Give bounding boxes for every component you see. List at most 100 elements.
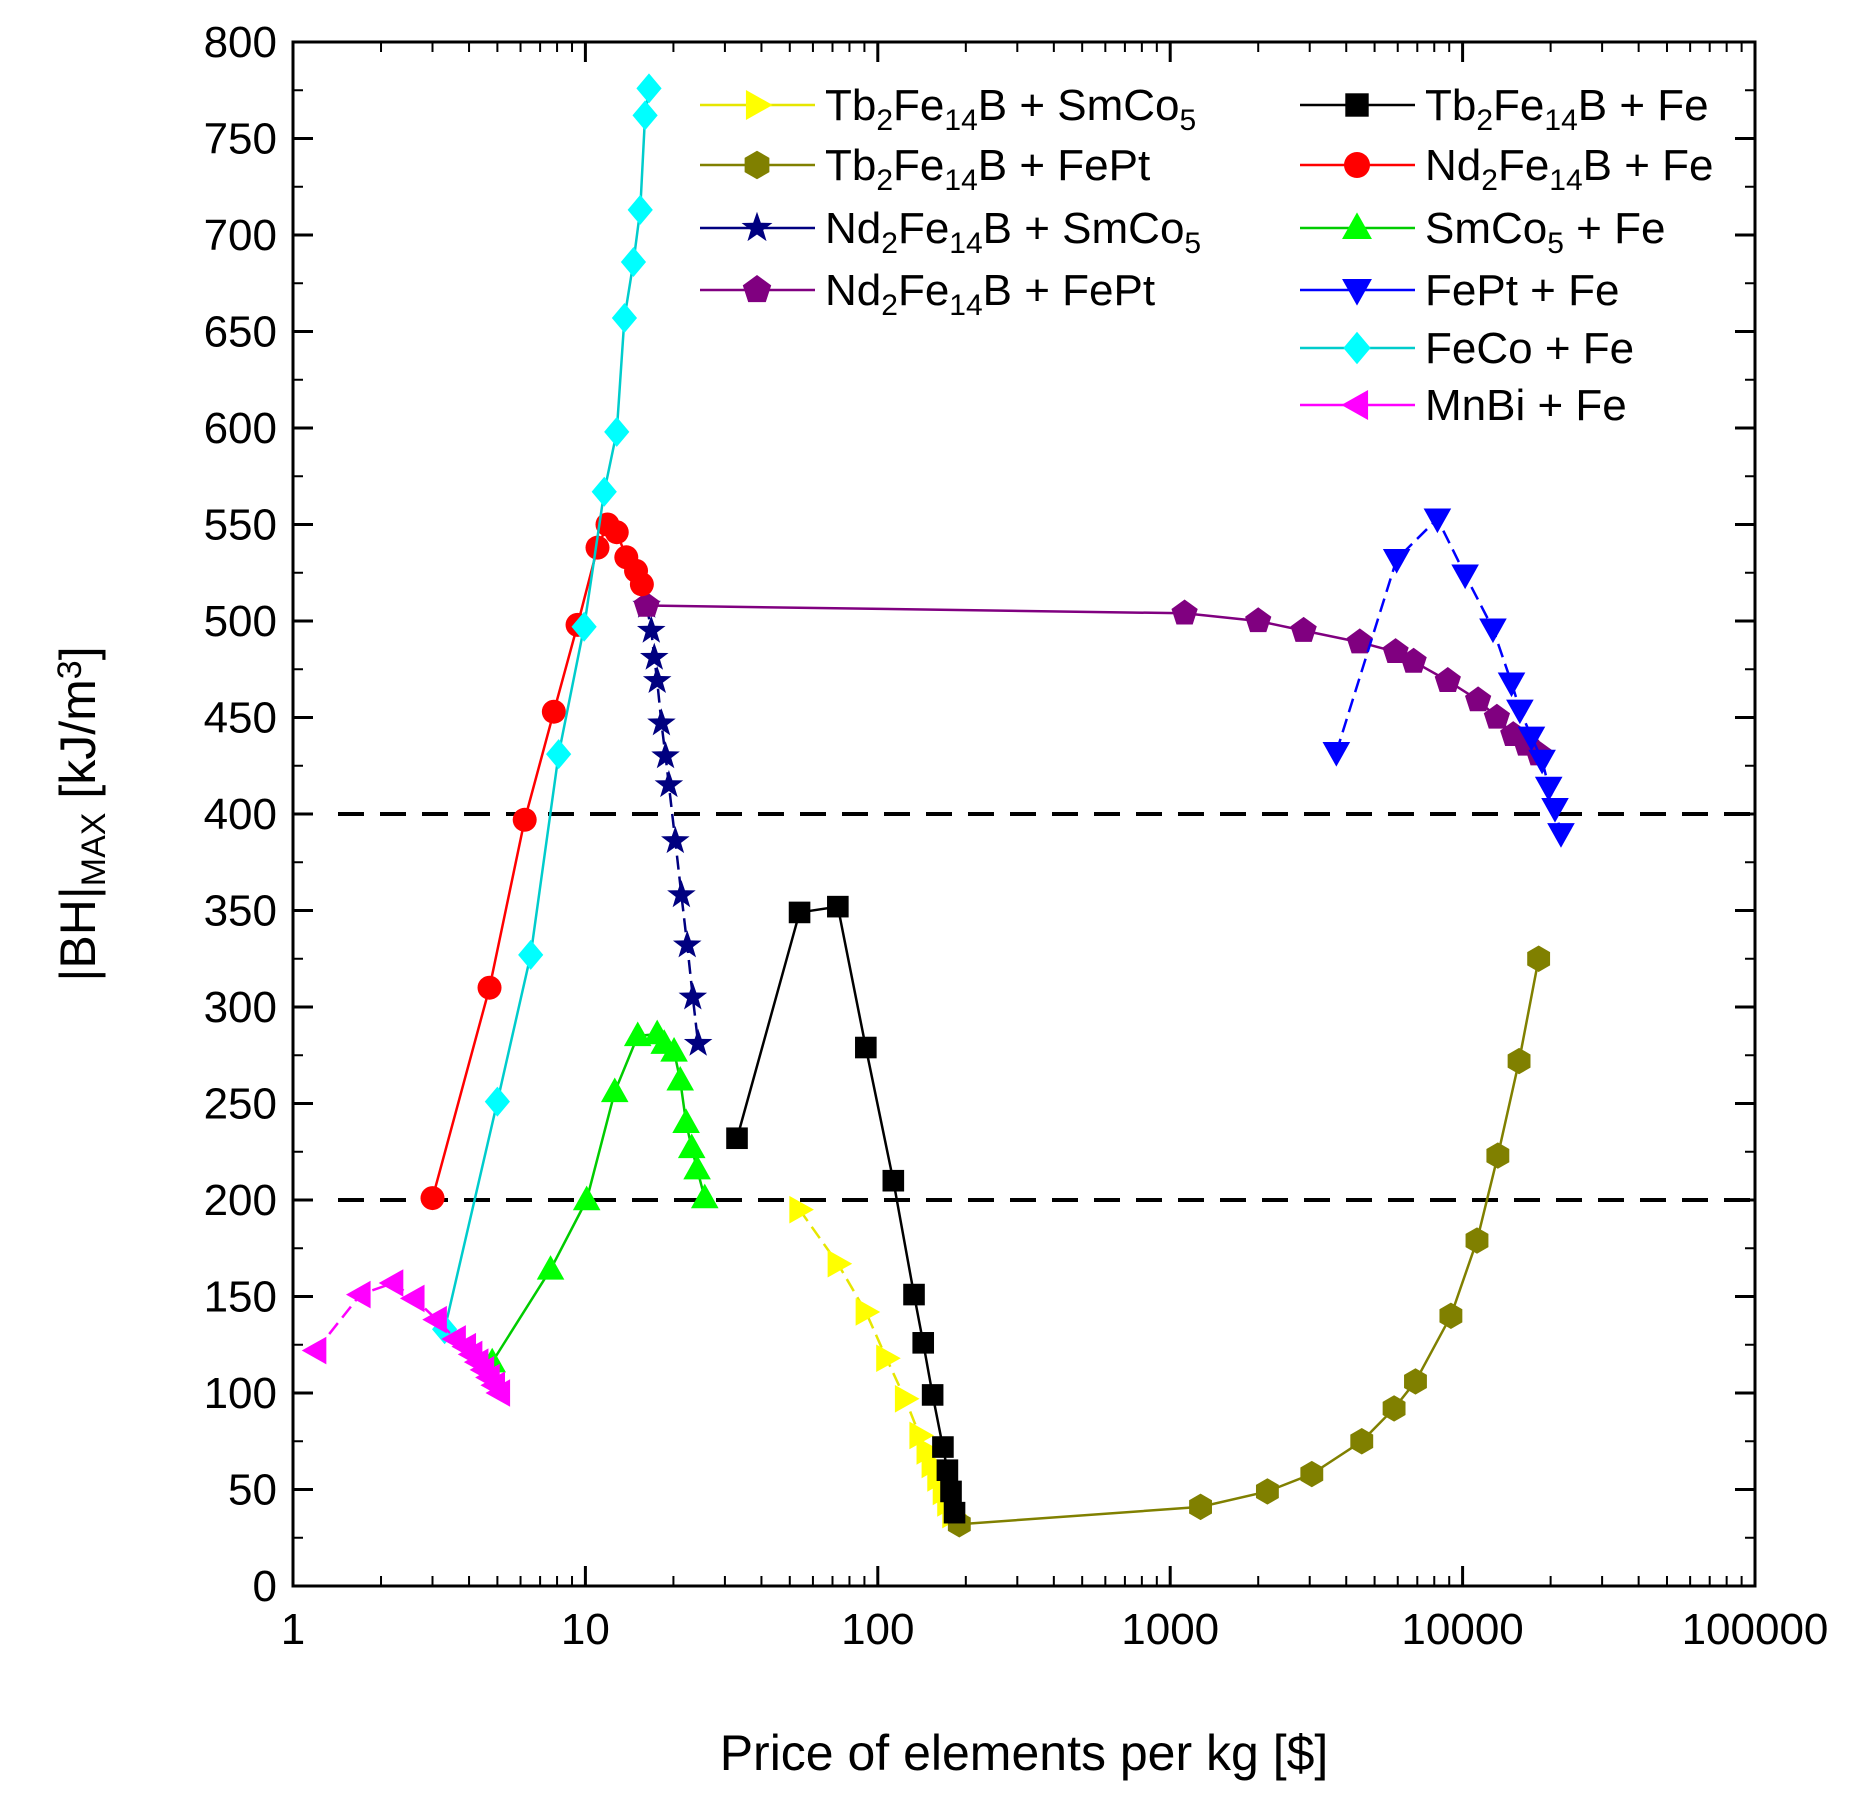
data-point: [1464, 686, 1492, 712]
series-1: [947, 945, 1551, 1538]
data-point: [536, 1255, 565, 1280]
data-point: [611, 302, 638, 333]
x-tick-label: 10: [561, 1605, 610, 1654]
legend-label: Nd2Fe14B + Fe: [1425, 141, 1714, 197]
data-point: [485, 1379, 511, 1407]
y-tick-label: 250: [204, 1080, 277, 1129]
data-point: [678, 982, 708, 1010]
legend-label-part: 14: [949, 289, 982, 322]
data-point: [623, 1021, 652, 1047]
data-point: [1527, 945, 1551, 972]
legend-marker: [745, 90, 773, 120]
data-point: [1400, 647, 1427, 673]
x-tick-label: 1: [281, 1605, 305, 1654]
legend-label-part: Nd: [1425, 141, 1481, 190]
data-point: [1465, 1227, 1489, 1254]
y-tick-label: 750: [204, 115, 277, 164]
data-point: [512, 807, 537, 832]
y-tick-label: 450: [204, 694, 277, 743]
data-point: [1528, 749, 1556, 775]
data-point: [633, 591, 660, 617]
data-point: [1423, 508, 1452, 534]
legend-label: Nd2Fe14B + FePt: [825, 266, 1155, 322]
data-point: [636, 73, 662, 104]
legend-label-part: 14: [944, 104, 977, 137]
data-point: [1497, 672, 1526, 698]
data-point: [683, 1154, 711, 1180]
y-tick-label: 300: [204, 983, 277, 1032]
data-point: [1382, 1395, 1406, 1422]
data-point: [1479, 618, 1507, 644]
series-layer: [301, 73, 1575, 1538]
data-point: [571, 611, 597, 642]
legend-marker: [1342, 278, 1372, 306]
y-tick-label: 400: [204, 790, 277, 839]
legend-label-part: 2: [881, 289, 898, 322]
legend-label-part: 2: [876, 164, 893, 197]
data-point: [1483, 703, 1511, 729]
data-point: [1434, 667, 1461, 692]
legend-entry-7: FePt + Fe: [1300, 266, 1619, 315]
series-3: [633, 591, 1552, 766]
reference-lines: [338, 812, 1755, 1202]
legend-label-part: 14: [949, 227, 982, 260]
x-tick-label: 100: [841, 1605, 914, 1654]
legend-marker: [1343, 331, 1371, 365]
data-point: [1290, 616, 1317, 642]
x-tick-label: 10000: [1401, 1605, 1523, 1654]
data-point: [1486, 1142, 1510, 1169]
legend-label-part: Nd: [825, 266, 881, 315]
legend-entry-3: Nd2Fe14B + FePt: [700, 266, 1155, 322]
series-line: [645, 605, 700, 1044]
series-9: [301, 1269, 511, 1407]
data-point: [604, 520, 629, 545]
data-point: [1534, 776, 1563, 802]
y-tick-label: 600: [204, 404, 277, 453]
data-point: [651, 741, 680, 769]
y-axis-title: |BH|MAX [kJ/m3]: [50, 646, 113, 981]
legend-entry-2: Nd2Fe14B + SmCo5: [700, 204, 1201, 260]
data-point: [672, 1108, 700, 1133]
legend-label-part: B + SmCo: [978, 81, 1180, 130]
data-point: [604, 416, 630, 447]
x-axis-title: Price of elements per kg [$]: [720, 1725, 1329, 1781]
y-axis-title-sub: MAX: [75, 813, 113, 887]
legend-label: MnBi + Fe: [1425, 381, 1627, 430]
legend-marker: [1342, 212, 1372, 240]
data-point: [909, 1421, 935, 1450]
data-point: [1404, 1368, 1427, 1395]
data-point: [1517, 726, 1546, 752]
data-point: [627, 194, 653, 225]
data-point: [876, 1344, 901, 1373]
data-point: [932, 1436, 954, 1458]
legend-label-part: MnBi + Fe: [1425, 381, 1627, 430]
legend-label-part: Fe: [1498, 141, 1549, 190]
series-line: [443, 88, 651, 1330]
data-point: [477, 975, 502, 1000]
y-axis-title-main: |BH|: [50, 886, 106, 981]
data-point: [632, 100, 658, 131]
data-point: [677, 1133, 706, 1159]
series-2: [632, 590, 713, 1056]
data-point: [660, 1036, 688, 1062]
legend-label-part: 2: [1476, 104, 1493, 137]
y-tick-label: 0: [253, 1562, 277, 1611]
data-point: [600, 1077, 629, 1103]
legend-label-part: 14: [1544, 104, 1577, 137]
legend-label-part: Tb: [825, 81, 876, 130]
data-point: [585, 535, 610, 560]
data-point: [690, 1183, 719, 1209]
data-point: [827, 895, 849, 918]
data-point: [572, 1185, 601, 1211]
data-point: [894, 1384, 920, 1413]
data-point: [1507, 1047, 1531, 1075]
series-7: [1322, 508, 1575, 848]
legend-label: Nd2Fe14B + SmCo5: [825, 204, 1201, 260]
legend-label-part: 2: [881, 227, 898, 260]
data-point: [637, 615, 666, 643]
legend-entry-1: Tb2Fe14B + FePt: [700, 141, 1150, 197]
data-point: [1346, 628, 1373, 654]
data-point: [345, 1280, 371, 1309]
x-tick-label: 1000: [1121, 1605, 1219, 1654]
